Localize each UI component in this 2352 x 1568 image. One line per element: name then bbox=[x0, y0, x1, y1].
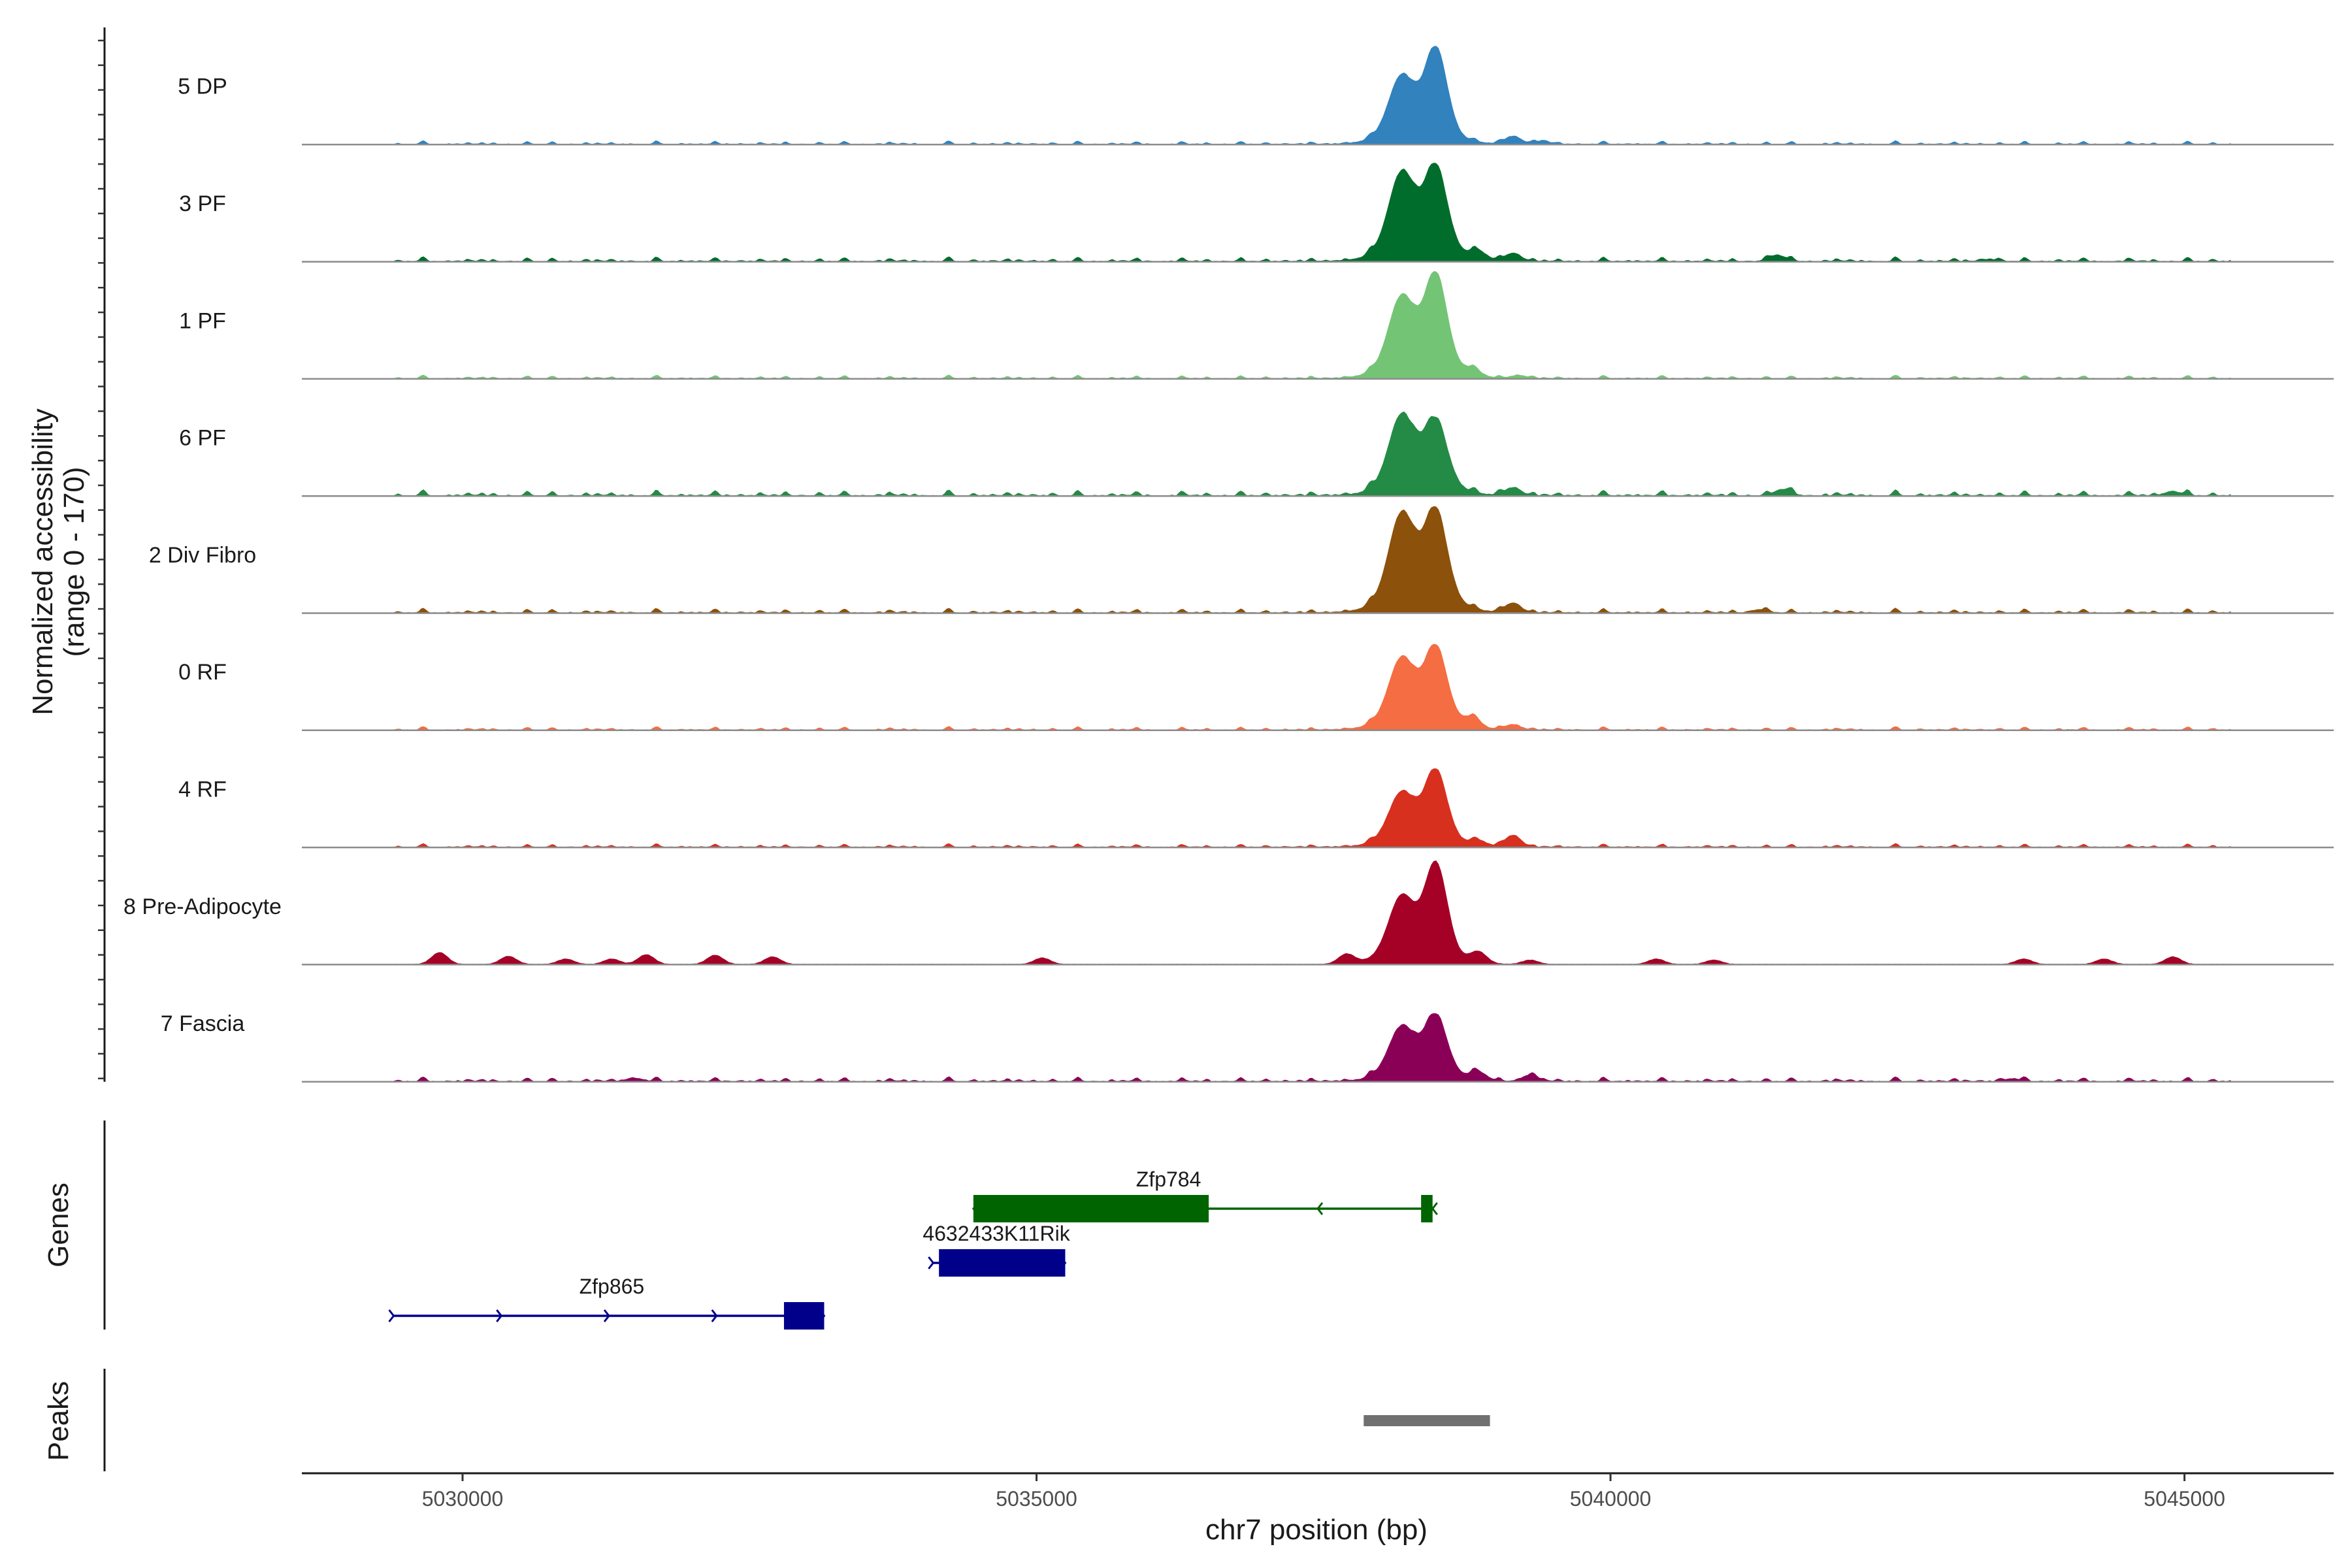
track-label: 5 DP bbox=[178, 74, 227, 99]
genes-track-label: Genes bbox=[42, 1183, 74, 1267]
coverage-area bbox=[393, 860, 2231, 965]
gene-exon bbox=[973, 1195, 1209, 1222]
gene-exon bbox=[1421, 1195, 1433, 1222]
strand-arrow bbox=[711, 1309, 718, 1322]
track-label: 7 Fascia bbox=[161, 1011, 245, 1036]
track-5-dp: 5 DP bbox=[178, 46, 2334, 146]
track-label: 0 RF bbox=[178, 660, 227, 685]
track-1-pf: 1 PF bbox=[179, 271, 2334, 380]
gene-zfp865: Zfp865 bbox=[388, 1275, 826, 1330]
coverage-tracks: 5 DP 3 PF 1 PF 6 PF 2 Div Fibro 0 RF 4 RF 8 Pre… bbox=[123, 46, 2334, 1083]
track-label: 8 Pre-Adipocyte bbox=[123, 894, 282, 919]
gene-4632433k11rik: 4632433K11Rik bbox=[923, 1222, 1071, 1277]
strand-arrow bbox=[928, 1256, 935, 1269]
coverage-area bbox=[393, 46, 2231, 145]
track-label: 2 Div Fibro bbox=[149, 543, 256, 568]
track-8-pre-adipocyte: 8 Pre-Adipocyte bbox=[123, 860, 2334, 966]
strand-arrow bbox=[1431, 1202, 1438, 1215]
x-tick-label: 5035000 bbox=[996, 1487, 1077, 1511]
x-axis-title: chr7 position (bp) bbox=[1205, 1514, 1428, 1546]
peaks-track bbox=[1364, 1415, 1490, 1426]
gene-label: 4632433K11Rik bbox=[923, 1222, 1070, 1245]
gene-label: Zfp865 bbox=[580, 1275, 645, 1298]
track-3-pf: 3 PF bbox=[179, 163, 2334, 263]
peaks-track-label: Peaks bbox=[42, 1381, 74, 1461]
track-4-rf: 4 RF bbox=[178, 768, 2334, 849]
gene-exon bbox=[939, 1249, 1066, 1277]
coverage-area bbox=[393, 644, 2231, 731]
coverage-area bbox=[393, 271, 2231, 380]
genes-track: Zfp784 4632433K11Rik Zfp865 bbox=[388, 1168, 1438, 1330]
track-2-div-fibro: 2 Div Fibro bbox=[149, 506, 2334, 614]
coverage-area bbox=[393, 768, 2231, 848]
x-tick-label: 5030000 bbox=[422, 1487, 504, 1511]
track-label: 1 PF bbox=[179, 308, 226, 333]
peak-region bbox=[1364, 1415, 1490, 1426]
left-axes bbox=[98, 27, 106, 1471]
track-7-fascia: 7 Fascia bbox=[161, 1011, 2334, 1083]
strand-arrow bbox=[496, 1309, 503, 1322]
strand-arrow bbox=[603, 1309, 610, 1322]
x-tick-label: 5040000 bbox=[1570, 1487, 1652, 1511]
gene-zfp784: Zfp784 bbox=[972, 1168, 1438, 1222]
y-axis-range: (range 0 - 170) bbox=[58, 466, 90, 657]
x-tick-label: 5045000 bbox=[2144, 1487, 2225, 1511]
coverage-area bbox=[393, 1013, 2231, 1083]
coverage-area bbox=[393, 506, 2231, 614]
track-label: 3 PF bbox=[179, 191, 226, 216]
track-label: 4 RF bbox=[178, 777, 227, 802]
y-axis-title: Normalized accessibility bbox=[27, 408, 59, 715]
track-6-pf: 6 PF bbox=[179, 411, 2334, 497]
strand-arrow bbox=[1316, 1202, 1324, 1215]
strand-arrow bbox=[388, 1309, 395, 1322]
gene-exon bbox=[783, 1302, 825, 1330]
coverage-area bbox=[393, 163, 2231, 263]
track-label: 6 PF bbox=[179, 426, 226, 451]
coverage-area bbox=[393, 411, 2231, 497]
x-axis: 5030000 5035000 5040000 5045000 bbox=[302, 1472, 2334, 1511]
gene-label: Zfp784 bbox=[1136, 1168, 1201, 1191]
track-0-rf: 0 RF bbox=[178, 644, 2334, 732]
